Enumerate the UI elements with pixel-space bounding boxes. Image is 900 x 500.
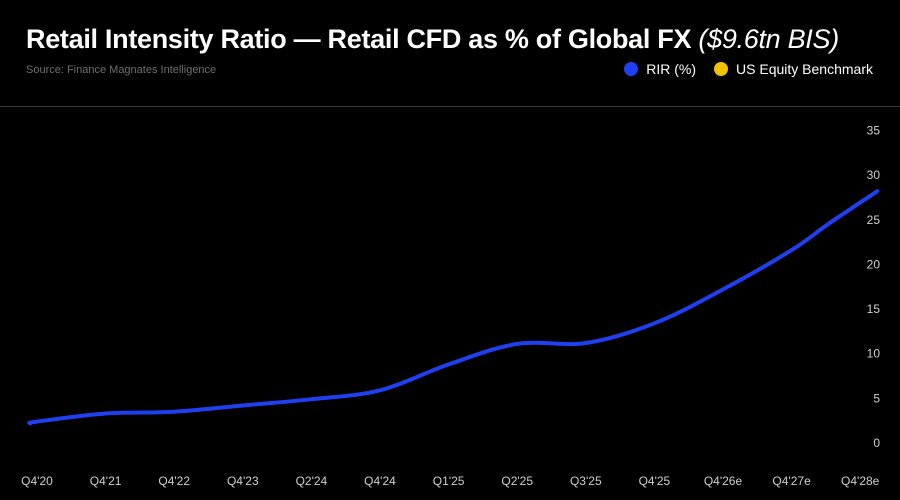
chart-title-main: Retail Intensity Ratio — Retail CFD as %… — [26, 24, 692, 54]
y-tick-label: 30 — [867, 168, 881, 182]
legend-dot-benchmark-icon — [714, 62, 729, 76]
legend-label-rir: RIR (%) — [646, 61, 697, 77]
legend-item-rir: RIR (%) — [624, 61, 696, 77]
y-tick-label: 5 — [873, 391, 880, 405]
x-tick-label: Q3'25 — [570, 474, 602, 488]
x-tick-label: Q4'25 — [639, 474, 671, 488]
x-tick-label: Q4'21 — [90, 474, 122, 488]
legend-dot-rir-icon — [624, 62, 639, 76]
x-tick-label: Q4'24 — [364, 474, 396, 488]
chart-legend: RIR (%) US Equity Benchmark — [606, 61, 873, 77]
series-line-rir — [27, 189, 880, 426]
y-tick-label: 35 — [867, 123, 881, 137]
x-tick-label: Q4'26e — [704, 474, 743, 488]
chart-source: Source: Finance Magnates Intelligence — [26, 64, 217, 76]
chart-title: Retail Intensity Ratio — Retail CFD as %… — [26, 24, 839, 55]
y-tick-label: 0 — [873, 436, 880, 450]
x-tick-label: Q1'25 — [433, 474, 465, 488]
chart-title-suffix: ($9.6tn BIS) — [698, 24, 839, 54]
legend-item-benchmark: US Equity Benchmark — [714, 61, 873, 77]
x-tick-label: Q4'20 — [21, 474, 53, 488]
y-tick-label: 20 — [867, 257, 881, 271]
y-tick-label: 10 — [867, 347, 881, 361]
x-tick-label: Q4'27e — [772, 474, 811, 488]
x-tick-label: Q4'28e — [841, 474, 880, 488]
x-tick-label: Q2'25 — [501, 474, 533, 488]
y-tick-label: 25 — [867, 213, 881, 227]
header-divider — [0, 106, 900, 107]
x-tick-label: Q4'23 — [227, 474, 259, 488]
chart-header: Retail Intensity Ratio — Retail CFD as %… — [0, 0, 900, 106]
y-tick-label: 15 — [867, 302, 881, 316]
x-tick-label: Q4'22 — [158, 474, 190, 488]
legend-label-benchmark: US Equity Benchmark — [736, 61, 873, 77]
x-tick-label: Q2'24 — [296, 474, 328, 488]
